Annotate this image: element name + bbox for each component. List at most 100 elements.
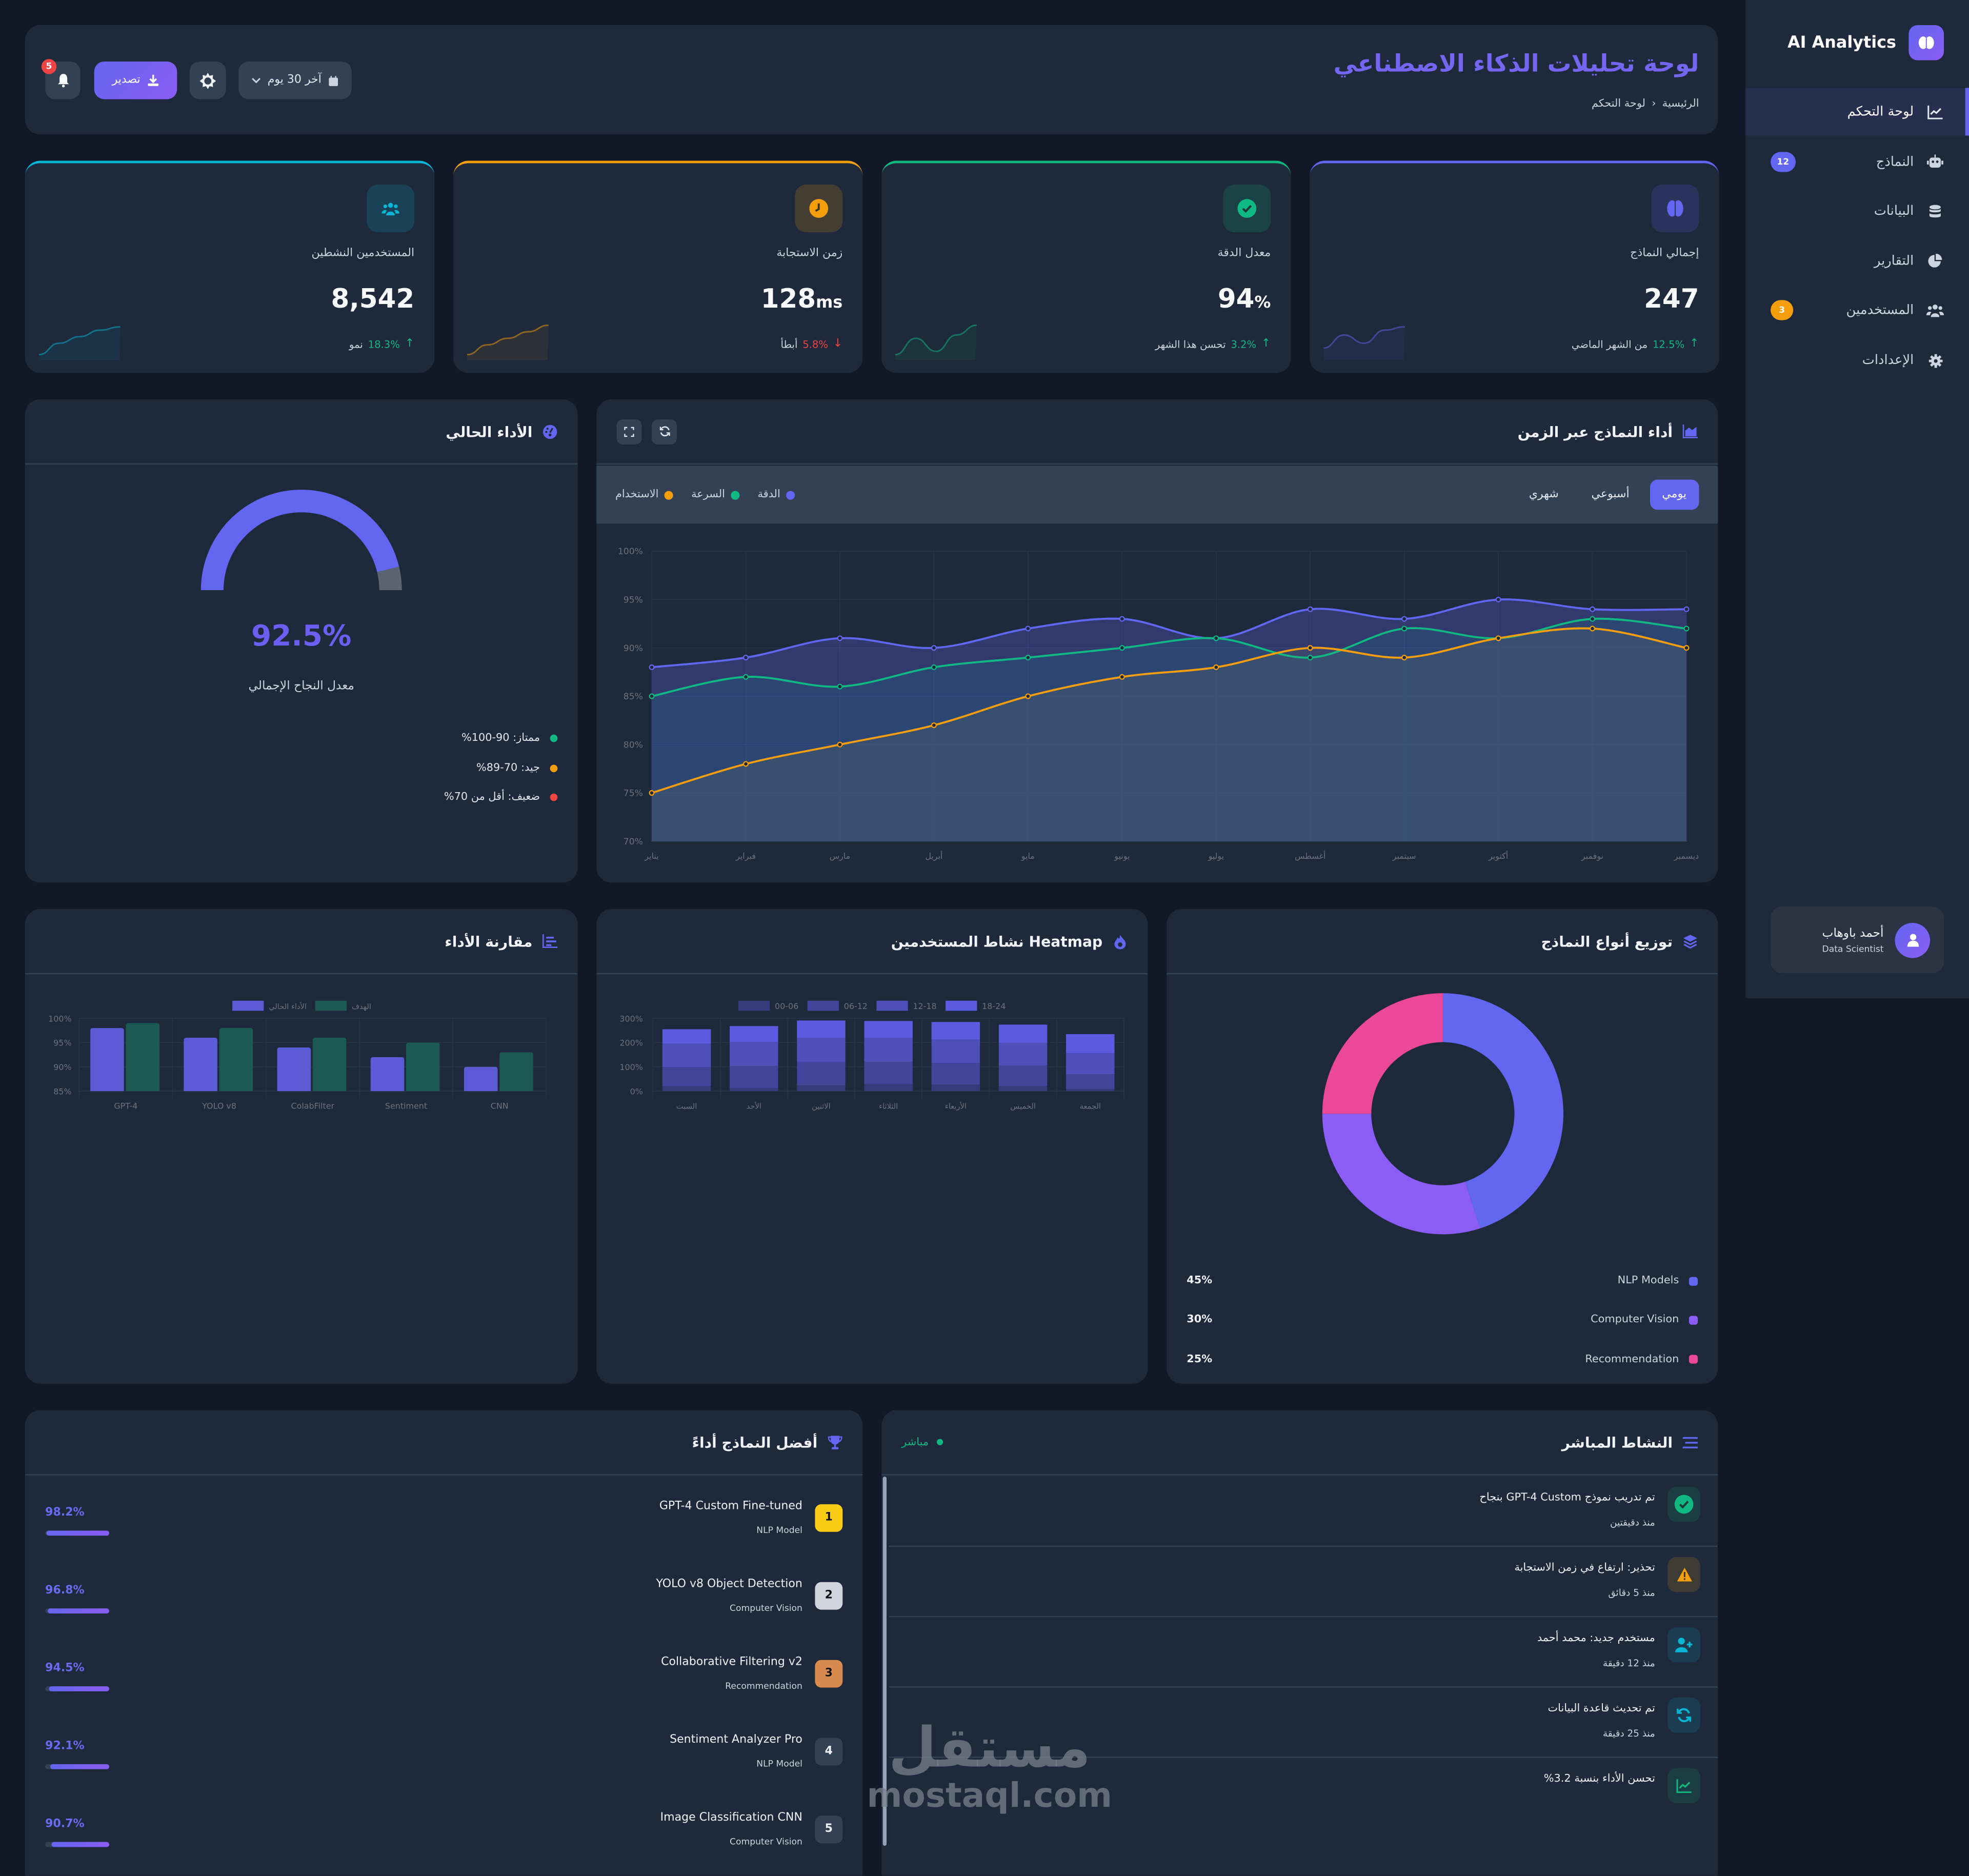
x-tick-label: ديسمبر: [1674, 851, 1699, 861]
gauge-icon: [543, 424, 557, 439]
x-tick-label: يناير: [644, 851, 658, 861]
gauge-fill: [200, 490, 399, 591]
user-card[interactable]: أحمد باوهاب Data Scientist: [1771, 906, 1944, 973]
legend-dot-icon: [550, 764, 558, 772]
y-tick-label: 95%: [624, 595, 643, 606]
activity-time: منذ دقيقتين: [1610, 1517, 1655, 1528]
legend-dot-icon: [787, 490, 796, 499]
stat-value: 247: [1644, 284, 1699, 314]
sparkline-area: [467, 325, 549, 360]
data-point: [1495, 596, 1501, 602]
tab-period[interactable]: شهري: [1529, 488, 1559, 501]
data-point: [1307, 606, 1313, 612]
model-row[interactable]: 1 GPT-4 Custom Fine-tuned NLP Model 98.2%: [25, 1487, 862, 1549]
sidebar-badge: 3: [1771, 300, 1794, 321]
model-type: Computer Vision: [730, 1603, 802, 1613]
refresh-button[interactable]: [652, 418, 677, 444]
legend-swatch: [807, 1000, 839, 1011]
stacked-segment: [662, 1067, 711, 1086]
tab-period[interactable]: يومي: [1649, 479, 1699, 510]
fire-icon: [1113, 934, 1128, 949]
list-icon: [1682, 1435, 1698, 1449]
model-row[interactable]: 2 YOLO v8 Object Detection Computer Vision…: [25, 1564, 862, 1627]
activity-time: منذ 12 دقيقة: [1603, 1657, 1655, 1669]
y-tick-label: 100%: [48, 1014, 71, 1023]
legend-item[interactable]: الاستخدام: [615, 489, 674, 501]
stat-label: معدل الدقة: [1217, 247, 1271, 260]
model-row[interactable]: 4 Sentiment Analyzer Pro NLP Model 92.1%: [25, 1720, 862, 1783]
legend-label: الأداء الحالي: [269, 1002, 307, 1011]
fullscreen-button[interactable]: [616, 418, 642, 444]
chart-line-icon: [1667, 1768, 1700, 1803]
gauge-value: 92.5%: [251, 620, 352, 653]
data-point: [1590, 606, 1596, 612]
tab-period[interactable]: أسبوعي: [1591, 488, 1630, 501]
activity-item[interactable]: تم تحديث قاعدة البيانات منذ 25 دقيقة: [889, 1687, 1718, 1758]
sidebar-item-chart-line[interactable]: لوحة التحكم: [1745, 88, 1969, 136]
sidebar-item-gear[interactable]: الإعدادات: [1745, 336, 1969, 384]
x-tick-label: ColabFilter: [291, 1101, 335, 1111]
user-plus-icon: [1667, 1627, 1700, 1663]
activity-text: تحذير: ارتفاع في زمن الاستجابة: [1514, 1562, 1655, 1575]
scrollbar[interactable]: [882, 1477, 887, 1846]
date-range-select[interactable]: آخر 30 يوم: [238, 62, 352, 99]
sidebar-item-label: لوحة التحكم: [1847, 104, 1914, 119]
sidebar-item-database[interactable]: البيانات: [1745, 187, 1969, 235]
chart-toolbar: يومي أسبوعي شهري الاستخدام السرعة الدقة: [596, 466, 1718, 524]
series-area: [652, 618, 1687, 841]
data-point: [1119, 616, 1125, 622]
arrow-down-icon: ↓: [833, 337, 843, 351]
sidebar-item-users[interactable]: المستخدمين 3: [1745, 287, 1969, 334]
legend-item[interactable]: الدقة: [758, 489, 796, 501]
stat-change-value: 5.8%: [802, 338, 829, 350]
stacked-segment: [931, 1084, 980, 1092]
activity-item[interactable]: تم تدريب نموذج GPT-4 Custom بنجاح منذ دقي…: [889, 1477, 1718, 1547]
model-name: Sentiment Analyzer Pro: [670, 1734, 802, 1747]
activity-time: منذ 5 دقائق: [1608, 1587, 1655, 1599]
sidebar-item-label: الإعدادات: [1862, 353, 1914, 368]
model-score: 96.8%: [45, 1584, 85, 1598]
stacked-segment: [797, 1038, 846, 1062]
card-title: Heatmap نشاط المستخدمين: [891, 932, 1103, 950]
sun-icon: [199, 72, 216, 89]
sidebar-item-pie-chart[interactable]: التقارير: [1745, 237, 1969, 285]
model-name: YOLO v8 Object Detection: [656, 1578, 802, 1591]
donut-slice: [1322, 1114, 1480, 1235]
theme-toggle-button[interactable]: [189, 62, 226, 99]
trophy-icon: [828, 1435, 842, 1449]
stacked-segment: [931, 1039, 980, 1063]
activity-item[interactable]: تحذير: ارتفاع في زمن الاستجابة منذ 5 دقائ…: [889, 1547, 1718, 1618]
notification-badge: 5: [41, 59, 57, 74]
stacked-segment: [1066, 1088, 1115, 1092]
arrow-up-icon: ↑: [405, 337, 415, 351]
user-icon: [1906, 934, 1919, 947]
data-point: [1401, 626, 1408, 632]
sidebar-item-label: البيانات: [1874, 204, 1914, 219]
y-tick-label: 75%: [624, 789, 643, 799]
activity-item[interactable]: تحسن الأداء بنسبة 3.2%: [889, 1758, 1718, 1828]
brain-icon: [1908, 25, 1944, 60]
card-title: أفضل النماذج أداءً: [692, 1433, 818, 1451]
model-types-card: توزيع أنواع النماذج NLP Models 45% Compute…: [1167, 909, 1718, 1384]
data-point: [1307, 645, 1313, 651]
export-button[interactable]: تصدير: [94, 62, 177, 99]
activity-item[interactable]: مستخدم جديد: محمد أحمد منذ 12 دقيقة: [889, 1617, 1718, 1688]
date-range-label: آخر 30 يوم: [267, 74, 322, 87]
legend-item[interactable]: السرعة: [691, 489, 740, 501]
model-row[interactable]: 3 Collaborative Filtering v2 Recommendatio…: [25, 1642, 862, 1705]
model-row[interactable]: 5 Image Classification CNN Computer Vision…: [25, 1798, 862, 1861]
notifications-button[interactable]: [45, 62, 81, 99]
score-progress-bar: [45, 1764, 110, 1769]
check-circle-icon: [1667, 1486, 1700, 1522]
breadcrumb-home[interactable]: الرئيسية: [1662, 98, 1699, 111]
sidebar-item-robot[interactable]: النماذج 12: [1745, 137, 1969, 185]
score-progress-fill: [51, 1842, 110, 1847]
brand[interactable]: AI Analytics: [1787, 25, 1944, 60]
series-line: [651, 627, 1687, 794]
model-name: Image Classification CNN: [660, 1811, 802, 1825]
stat-card: زمن الاستجابة 128ms ↓ 5.8% أبطأ: [453, 160, 863, 373]
sparkline: [38, 326, 120, 360]
stat-value: 94%: [1218, 284, 1271, 314]
legend-label: 18-24: [982, 1001, 1006, 1011]
sparkline-line: [467, 324, 549, 356]
